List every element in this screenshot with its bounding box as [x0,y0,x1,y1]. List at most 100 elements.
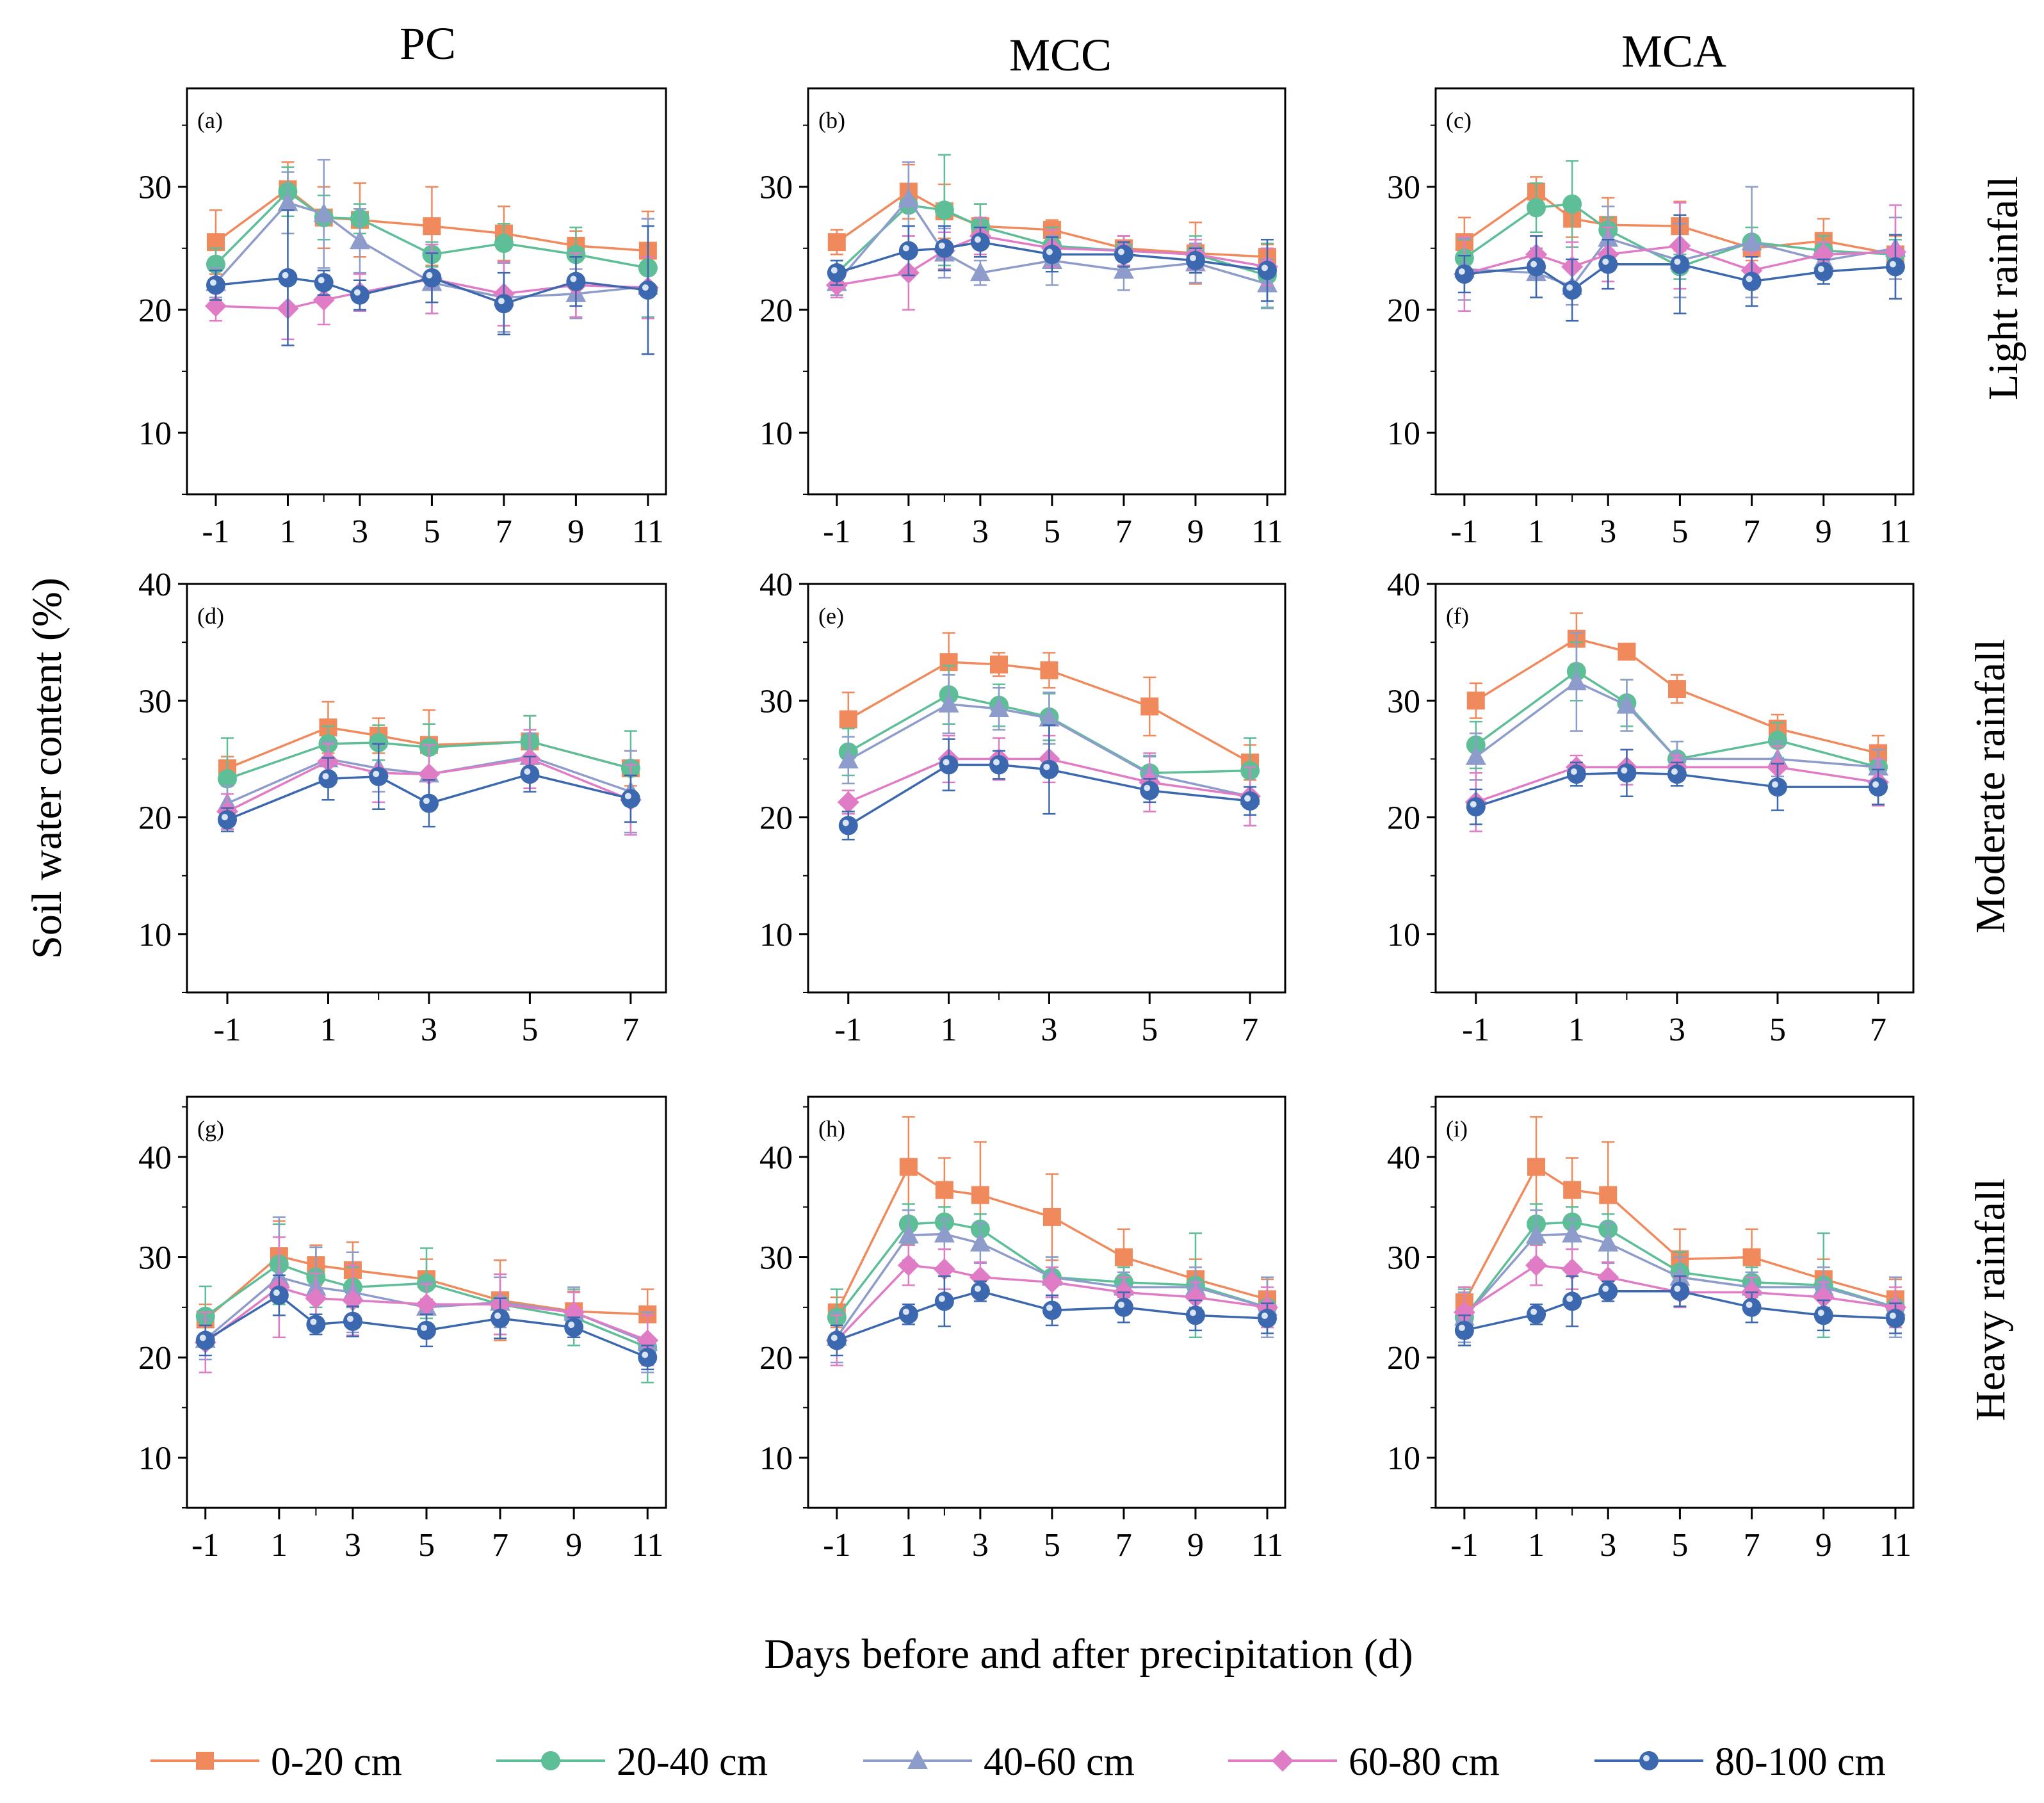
data-point [305,1287,327,1309]
data-point [1562,194,1582,214]
series-line [1475,681,1879,768]
marker-highlight [943,759,950,766]
data-point [1114,245,1133,264]
data-point [969,1266,991,1288]
series-line [227,757,631,813]
data-point [1742,271,1762,291]
x-tick-label: 1 [941,1012,957,1048]
marker-highlight [902,1308,909,1315]
panel-letter: (f) [1446,603,1469,629]
y-tick-label: 40 [759,567,793,603]
series-80-100cm [206,209,658,355]
marker-highlight [642,1352,649,1359]
data-point [1813,262,1833,282]
x-tick-label: -1 [1462,1012,1489,1048]
data-point [318,769,338,789]
marker-body [1670,1281,1690,1301]
plot-frame [807,1096,1286,1509]
data-point [934,1223,955,1243]
marker-body [278,268,298,287]
y-tick-label: 30 [1387,683,1420,720]
data-point [1885,1309,1905,1329]
row-title-light: Light rainfall [1980,176,2027,400]
y-tick-label: 40 [1387,1140,1420,1176]
plot-frame [807,583,1286,994]
data-point [1527,1304,1546,1324]
panel-letter: (i) [1446,1116,1468,1142]
marker-body [318,769,338,789]
x-tick-label: 11 [632,513,664,550]
data-point [898,1224,919,1244]
marker-body [195,1330,215,1350]
data-point [990,655,1008,674]
marker-highlight [1043,763,1050,770]
series-80-100cm [1454,1275,1905,1346]
y-tick-label: 30 [759,1240,793,1277]
marker-body [419,793,439,813]
x-tick-label: 1 [900,513,917,550]
marker-body [1185,250,1205,270]
data-point [1667,680,1686,699]
data-point [1040,661,1058,679]
data-point [1114,1297,1133,1317]
series-line [1463,1233,1896,1318]
marker-body [898,1304,918,1324]
marker-body [350,285,369,305]
data-point [306,1314,326,1334]
marker-body [970,1281,990,1301]
marker-body [827,263,847,283]
data-point [898,241,918,261]
marker-body [269,1286,289,1306]
x-tick-label: 3 [421,1012,437,1048]
data-point [1885,257,1905,277]
series-line [848,757,1251,804]
column-title-mca: MCA [1621,26,1726,77]
data-point [1039,759,1059,779]
data-point [416,1293,437,1316]
marker-highlight [570,275,577,282]
marker-highlight [831,1334,838,1341]
marker-highlight [1117,1301,1124,1308]
legend-marker [1272,1750,1294,1772]
marker-highlight [1602,1285,1609,1292]
y-tick-label: 10 [759,917,793,953]
x-tick-label: -1 [1450,513,1478,550]
panel-g: (g) 10 20 30 40 -1 1 3 5 7 9 11 [138,1096,667,1564]
data-point [217,769,237,789]
data-point [1240,791,1260,811]
legend-label: 0-20 cm [271,1740,402,1784]
marker-highlight [1746,275,1753,282]
marker-body [314,273,334,293]
marker-body [564,1318,584,1338]
marker-body [1667,764,1687,784]
x-tick-label: 1 [900,1527,917,1564]
data-point [1453,1301,1475,1323]
x-tick-label: 1 [1528,1527,1545,1564]
marker-highlight [1458,1324,1465,1331]
data-point [566,271,586,291]
x-tick-label: 11 [1879,1527,1911,1564]
marker-highlight [624,793,631,800]
data-point [970,1281,990,1301]
data-point [827,1330,847,1350]
marker-body [1466,797,1486,817]
x-tick-label: -1 [213,1012,241,1048]
marker-body [1454,264,1474,284]
data-point [934,1291,954,1311]
y-tick-label: 20 [759,1340,793,1377]
y-tick-label: 10 [138,917,172,953]
y-tick-label: 10 [1387,917,1420,953]
marker-body [520,764,540,784]
data-point [1041,1271,1063,1293]
plot-frame [186,87,667,496]
x-tick-label: 11 [1251,513,1283,550]
marker-highlight [1244,795,1251,802]
x-tick-label: 3 [1041,1012,1057,1048]
y-tick-label: 30 [759,170,793,206]
marker-body [1742,271,1762,291]
panel-e: (e) 10 20 30 40 -1 1 3 5 7 [759,567,1286,1048]
data-point [837,791,859,813]
marker-highlight [199,1334,206,1341]
x-tick-label: 9 [1815,513,1832,550]
data-point [1042,1208,1061,1226]
